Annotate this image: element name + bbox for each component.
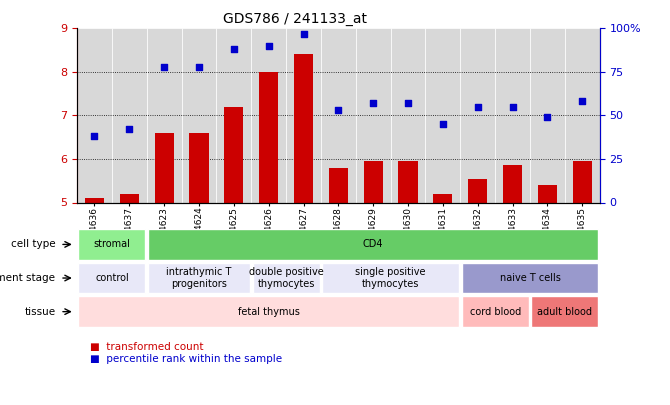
FancyBboxPatch shape <box>286 28 321 202</box>
FancyBboxPatch shape <box>147 28 182 202</box>
Point <box>228 46 239 53</box>
FancyBboxPatch shape <box>148 262 250 294</box>
FancyBboxPatch shape <box>460 28 495 202</box>
Bar <box>259 72 278 202</box>
FancyBboxPatch shape <box>78 296 459 327</box>
FancyBboxPatch shape <box>391 28 425 202</box>
FancyBboxPatch shape <box>78 262 145 294</box>
FancyBboxPatch shape <box>148 229 598 260</box>
Point <box>333 107 344 113</box>
Point <box>507 103 518 110</box>
Bar <box>329 168 348 202</box>
Point <box>124 126 135 132</box>
Text: development stage: development stage <box>0 273 56 283</box>
FancyBboxPatch shape <box>112 28 147 202</box>
Text: control: control <box>95 273 129 283</box>
FancyBboxPatch shape <box>530 28 565 202</box>
Text: double positive
thymocytes: double positive thymocytes <box>249 267 324 289</box>
Bar <box>468 179 487 202</box>
Point <box>263 43 274 49</box>
FancyBboxPatch shape <box>322 262 459 294</box>
Point <box>542 114 553 120</box>
FancyBboxPatch shape <box>356 28 391 202</box>
Bar <box>538 185 557 202</box>
Point <box>89 133 100 140</box>
Text: GDS786 / 241133_at: GDS786 / 241133_at <box>223 12 366 26</box>
Bar <box>573 161 592 202</box>
Bar <box>294 54 313 202</box>
Text: single positive
thymocytes: single positive thymocytes <box>355 267 426 289</box>
FancyBboxPatch shape <box>565 28 600 202</box>
Text: cord blood: cord blood <box>470 307 521 317</box>
Point <box>438 121 448 127</box>
Text: adult blood: adult blood <box>537 307 592 317</box>
Bar <box>155 133 174 202</box>
Point <box>298 30 309 37</box>
Text: cell type: cell type <box>11 239 56 249</box>
FancyBboxPatch shape <box>425 28 460 202</box>
Bar <box>399 161 417 202</box>
Bar <box>120 194 139 202</box>
Bar <box>433 194 452 202</box>
Point <box>577 98 588 105</box>
Text: intrathymic T
progenitors: intrathymic T progenitors <box>166 267 232 289</box>
Point <box>472 103 483 110</box>
Point <box>159 64 170 70</box>
Bar <box>190 133 208 202</box>
FancyBboxPatch shape <box>182 28 216 202</box>
Text: naive T cells: naive T cells <box>500 273 560 283</box>
Point <box>194 64 204 70</box>
FancyBboxPatch shape <box>251 28 286 202</box>
FancyBboxPatch shape <box>77 28 112 202</box>
Text: fetal thymus: fetal thymus <box>238 307 299 317</box>
FancyBboxPatch shape <box>495 28 530 202</box>
Point <box>368 100 379 107</box>
Text: ■  percentile rank within the sample: ■ percentile rank within the sample <box>90 354 283 364</box>
FancyBboxPatch shape <box>78 229 145 260</box>
FancyBboxPatch shape <box>321 28 356 202</box>
FancyBboxPatch shape <box>462 296 529 327</box>
FancyBboxPatch shape <box>253 262 320 294</box>
FancyBboxPatch shape <box>462 262 598 294</box>
Text: CD4: CD4 <box>363 239 383 249</box>
Text: tissue: tissue <box>24 307 56 317</box>
Bar <box>85 198 104 202</box>
Bar <box>224 107 243 202</box>
Bar <box>364 161 383 202</box>
FancyBboxPatch shape <box>531 296 598 327</box>
Point <box>403 100 413 107</box>
Text: stromal: stromal <box>93 239 131 249</box>
Bar <box>503 166 522 202</box>
FancyBboxPatch shape <box>216 28 251 202</box>
Text: ■  transformed count: ■ transformed count <box>90 342 204 352</box>
